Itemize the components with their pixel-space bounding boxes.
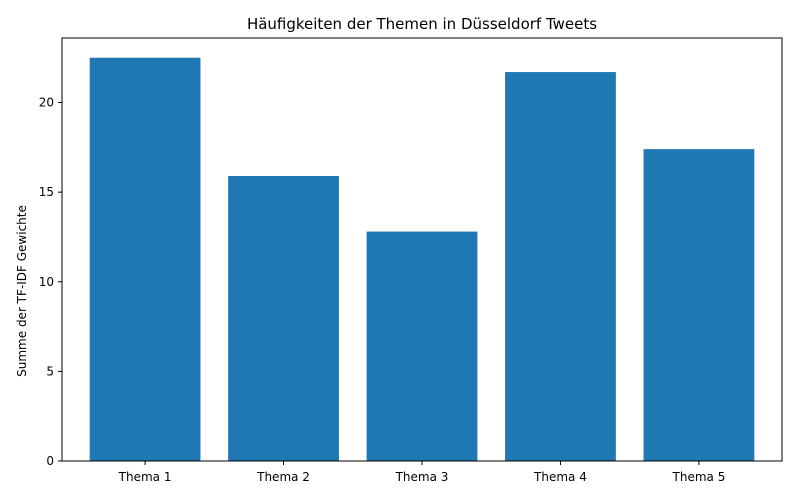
bar-3 (366, 231, 478, 461)
bars-group (89, 57, 755, 461)
x-tick-label: Thema 3 (395, 470, 449, 484)
x-tick-label: Thema 4 (533, 470, 587, 484)
y-axis-label: Summe der TF-IDF Gewichte (15, 205, 29, 377)
plot-frame (61, 37, 783, 462)
x-ticks-group: Thema 1 Thema 2 Thema 3 Thema 4 Thema 5 (118, 461, 726, 484)
y-tick-label: 10 (39, 275, 54, 289)
bar-4 (505, 72, 616, 461)
chart-title: Häufigkeiten der Themen in Düsseldorf Tw… (247, 15, 597, 33)
x-tick-label: Thema 1 (118, 470, 172, 484)
bar-2 (228, 176, 339, 461)
x-tick-label: Thema 5 (672, 470, 726, 484)
x-tick-label: Thema 2 (256, 470, 310, 484)
y-tick-label: 5 (46, 364, 54, 378)
y-tick-label: 15 (39, 185, 54, 199)
y-tick-label: 20 (39, 96, 54, 110)
y-ticks-group: 0 5 10 15 20 (39, 96, 62, 468)
bar-5 (643, 149, 755, 461)
y-tick-label: 0 (46, 454, 54, 468)
bar-1 (89, 57, 201, 461)
